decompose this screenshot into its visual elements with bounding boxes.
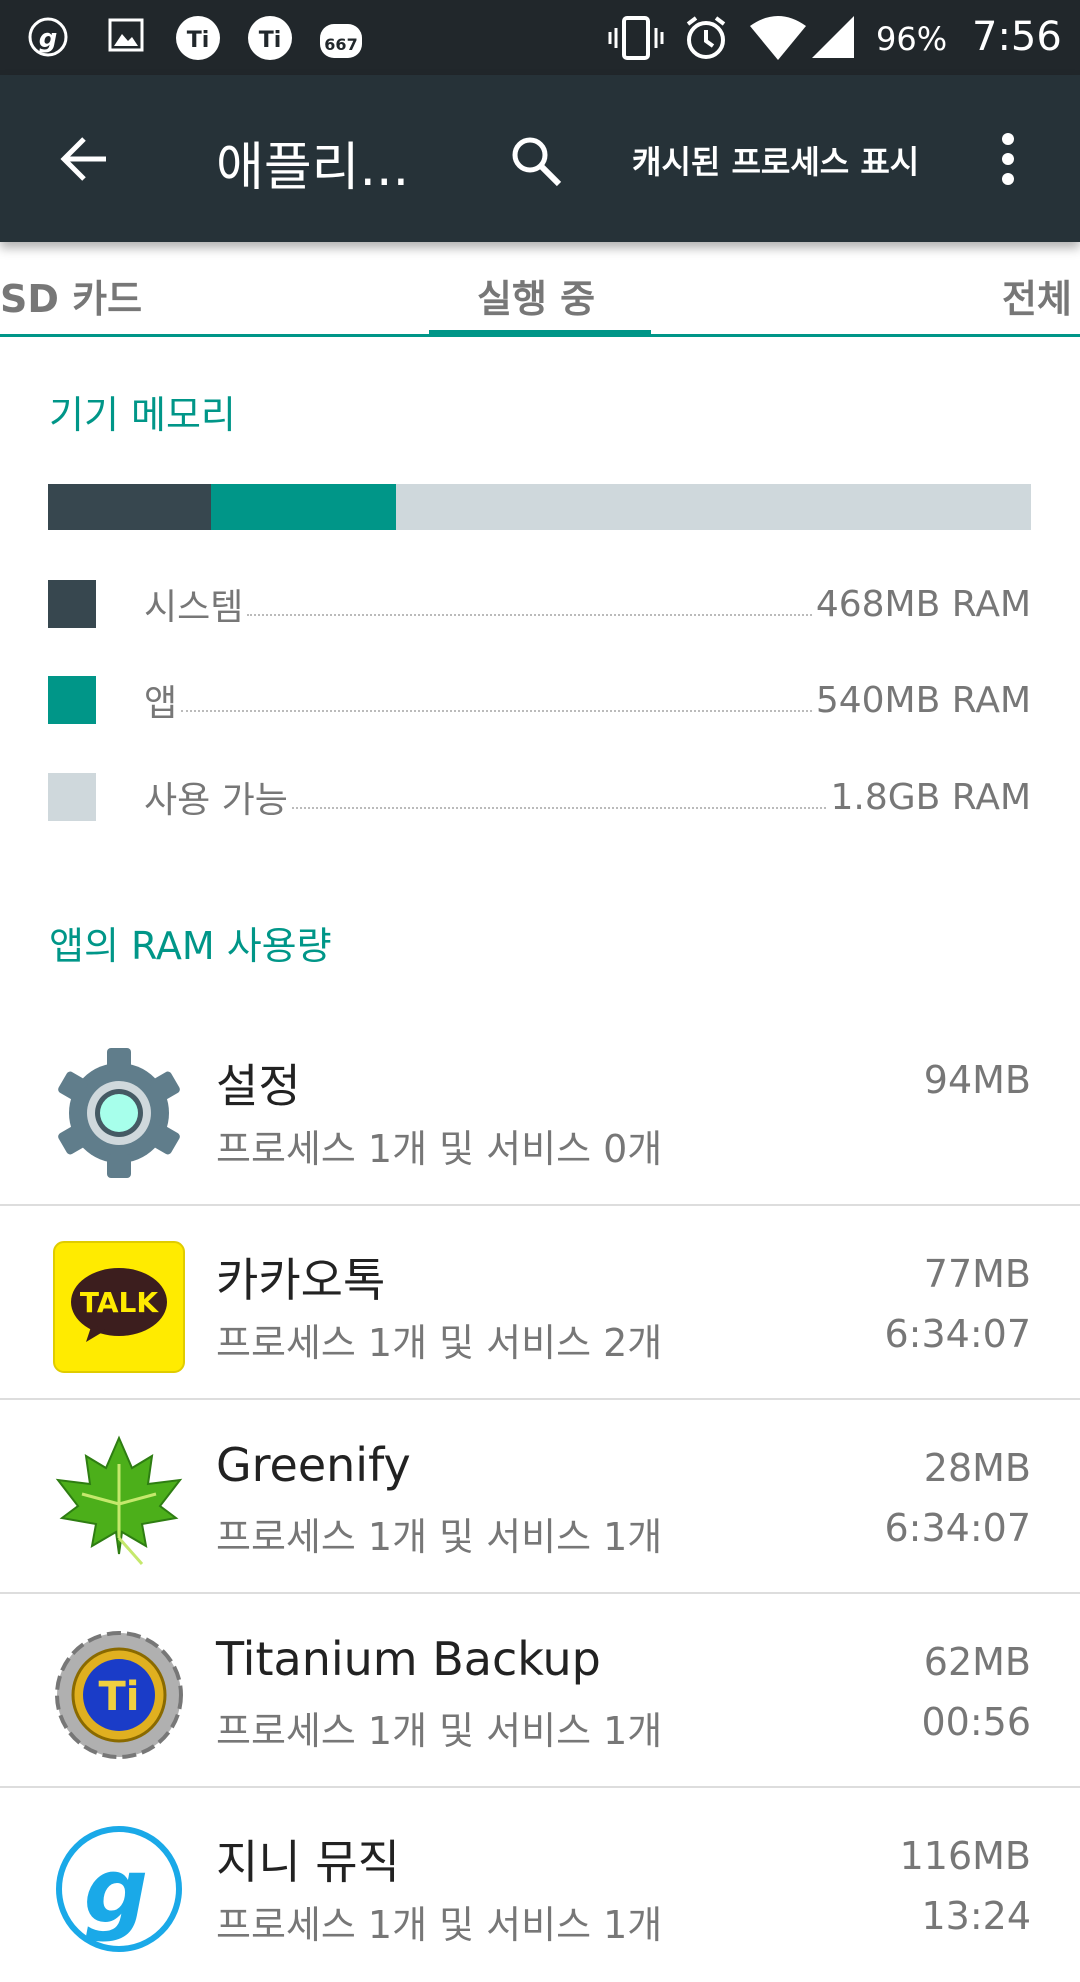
app-name: Greenify: [216, 1438, 411, 1492]
app-run-time: 6:34:07: [884, 1312, 1032, 1356]
app-row-greenify[interactable]: Greenify 프로세스 1개 및 서비스 1개 28MB 6:34:07: [0, 1400, 1080, 1594]
svg-text:TALK: TALK: [80, 1286, 159, 1319]
legend-system: 시스템 468MB RAM: [48, 580, 1031, 628]
app-ram-size: 77MB: [923, 1252, 1031, 1296]
svg-text:Ti: Ti: [259, 28, 282, 53]
device-memory-heading: 기기 메모리: [49, 393, 236, 437]
back-arrow-icon[interactable]: [58, 133, 110, 185]
alarm-icon: [686, 16, 726, 59]
app-name: Titanium Backup: [216, 1632, 601, 1686]
genie-music-icon: g: [56, 1826, 182, 1952]
page-title: 애플리...: [216, 138, 410, 198]
memory-usage-bar: [48, 484, 1031, 530]
show-cached-processes-button[interactable]: 캐시된 프로세스 표시: [632, 143, 920, 181]
app-row-kakaotalk[interactable]: TALK 카카오톡 프로세스 1개 및 서비스 2개 77MB 6:34:07: [0, 1206, 1080, 1400]
app-detail: 프로세스 1개 및 서비스 0개: [216, 1127, 663, 1171]
svg-text:Ti: Ti: [99, 1674, 140, 1720]
search-icon[interactable]: [508, 133, 564, 189]
app-detail: 프로세스 1개 및 서비스 2개: [216, 1321, 663, 1365]
app-ram-size: 116MB: [899, 1834, 1031, 1878]
tab-all[interactable]: 전체: [1002, 277, 1072, 321]
battery-percent: 96%: [876, 20, 948, 58]
genie-notification-icon: g: [28, 17, 68, 57]
legend-label: 사용 가능: [144, 780, 288, 821]
tab-sd-card[interactable]: SD 카드: [0, 277, 143, 321]
clock: 7:56: [972, 14, 1062, 60]
legend-value: 468MB RAM: [815, 583, 1031, 625]
app-row-genie-music[interactable]: g 지니 뮤직 프로세스 1개 및 서비스 1개 116MB 13:24: [0, 1788, 1080, 1982]
settings-gear-icon: [56, 1048, 182, 1178]
titanium-notification-icon: Ti: [248, 16, 292, 60]
app-ram-size: 28MB: [923, 1446, 1031, 1490]
legend-apps: 앱 540MB RAM: [48, 676, 1031, 724]
tab-indicator: [429, 330, 651, 337]
app-name: 카카오톡: [216, 1253, 386, 1307]
app-run-time: 6:34:07: [884, 1506, 1032, 1550]
legend-label: 시스템: [144, 587, 244, 628]
legend-swatch: [48, 773, 96, 821]
titanium-backup-icon: Ti: [55, 1631, 183, 1759]
app-detail: 프로세스 1개 및 서비스 1개: [216, 1515, 663, 1559]
legend-value: 540MB RAM: [815, 679, 1031, 721]
titanium-notification-icon: Ti: [176, 16, 220, 60]
mail-badge-icon: 667: [320, 24, 362, 58]
legend-swatch: [48, 676, 96, 724]
app-name: 설정: [216, 1059, 301, 1113]
app-run-time: 00:56: [921, 1700, 1031, 1744]
app-ram-heading: 앱의 RAM 사용량: [49, 924, 332, 968]
tab-running[interactable]: 실행 중: [477, 277, 596, 321]
app-ram-size: 62MB: [923, 1640, 1031, 1684]
legend-available: 사용 가능 1.8GB RAM: [48, 773, 1031, 821]
kakaotalk-icon: TALK: [53, 1241, 185, 1373]
app-detail: 프로세스 1개 및 서비스 1개: [216, 1709, 663, 1753]
status-bar: g Ti Ti 667 96% 7:56: [0, 0, 1080, 75]
memory-bar-system: [48, 484, 211, 530]
svg-text:g: g: [39, 24, 58, 54]
svg-text:Ti: Ti: [187, 28, 210, 53]
app-name: 지니 뮤직: [216, 1835, 400, 1889]
legend-value: 1.8GB RAM: [830, 776, 1031, 818]
app-run-time: 13:24: [921, 1894, 1031, 1938]
memory-bar-apps: [211, 484, 396, 530]
svg-text:667: 667: [324, 35, 357, 54]
legend-swatch: [48, 580, 96, 628]
vibrate-icon: [608, 16, 664, 60]
svg-text:g: g: [84, 1839, 148, 1944]
signal-icon: [812, 16, 854, 58]
tab-bar: SD 카드 실행 중 전체: [0, 242, 1080, 337]
app-detail: 프로세스 1개 및 서비스 1개: [216, 1903, 663, 1947]
image-icon: [108, 18, 144, 52]
toolbar: 애플리... 캐시된 프로세스 표시: [0, 75, 1080, 242]
app-row-settings[interactable]: 설정 프로세스 1개 및 서비스 0개 94MB: [0, 1012, 1080, 1206]
greenify-leaf-icon: [55, 1435, 183, 1565]
wifi-icon: [750, 16, 806, 60]
more-options-icon[interactable]: [996, 131, 1020, 187]
legend-label: 앱: [144, 683, 178, 724]
app-row-titanium-backup[interactable]: Ti Titanium Backup 프로세스 1개 및 서비스 1개 62MB…: [0, 1594, 1080, 1788]
app-ram-size: 94MB: [923, 1058, 1031, 1102]
